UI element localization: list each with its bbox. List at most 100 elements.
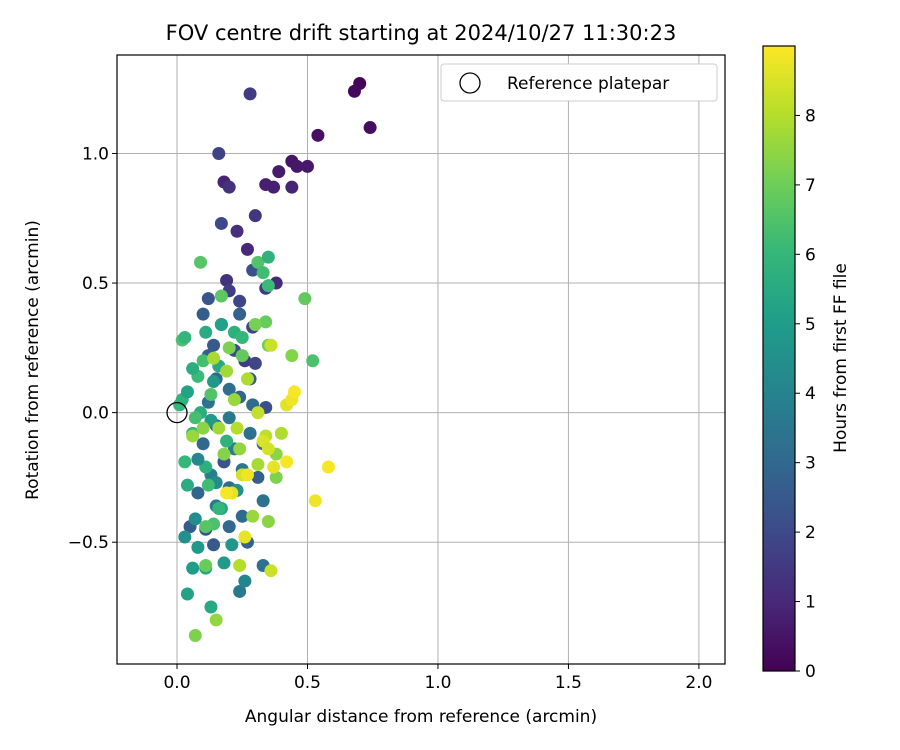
data-point (186, 429, 200, 443)
data-point (248, 209, 262, 223)
colorbar-tick-label: 5 (805, 315, 816, 335)
data-point (240, 372, 254, 386)
data-point (285, 349, 299, 363)
colorbar-tick-label: 7 (805, 176, 816, 196)
data-point (217, 447, 231, 461)
data-point (274, 426, 288, 440)
data-point (264, 338, 278, 352)
data-point (186, 362, 200, 376)
data-point (204, 600, 218, 614)
data-point (240, 468, 254, 482)
data-point (178, 330, 192, 344)
data-point (222, 341, 236, 355)
data-point (248, 356, 262, 370)
data-point (220, 364, 234, 378)
data-point (235, 349, 249, 363)
data-point (209, 613, 223, 627)
data-points (173, 77, 377, 642)
data-point (251, 470, 265, 484)
data-point (196, 354, 210, 368)
data-point (204, 387, 218, 401)
data-point (233, 442, 247, 456)
data-point (222, 180, 236, 194)
data-point (267, 180, 281, 194)
colorbar-tick-label: 3 (805, 454, 816, 474)
data-point (259, 315, 273, 329)
data-point (207, 338, 221, 352)
data-point (269, 470, 283, 484)
data-point (207, 375, 221, 389)
data-point (220, 486, 234, 500)
data-point (251, 255, 265, 269)
data-point (248, 318, 262, 332)
data-point (178, 530, 192, 544)
data-point (235, 509, 249, 523)
colorbar: 0 1 2 3 4 5 6 7 8 Hours from first FF file (762, 45, 851, 682)
data-point (321, 460, 335, 474)
colorbar-tick-label: 8 (805, 106, 816, 126)
data-point (264, 564, 278, 578)
data-point (267, 460, 281, 474)
data-point (196, 437, 210, 451)
data-point (186, 561, 200, 575)
data-point (214, 318, 228, 332)
data-point (191, 486, 205, 500)
data-point (222, 382, 236, 396)
data-point (238, 530, 252, 544)
data-point (225, 538, 239, 552)
y-axis-ticks: −0.5 0.0 0.5 1.0 (68, 144, 117, 553)
data-point (230, 421, 244, 435)
data-point (272, 165, 286, 179)
data-point (287, 385, 301, 399)
y-tick-label: −0.5 (68, 533, 109, 553)
plot-frame (116, 54, 726, 665)
data-point (201, 478, 215, 492)
colorbar-label: Hours from first FF file (831, 263, 851, 453)
data-point (290, 159, 304, 173)
data-point (256, 494, 270, 508)
data-point (238, 574, 252, 588)
data-point (243, 87, 257, 101)
data-point (261, 442, 275, 456)
colorbar-gradient (762, 45, 796, 672)
x-tick-label: 0.0 (163, 673, 190, 693)
y-tick-label: 0.0 (82, 404, 109, 424)
data-point (188, 512, 202, 526)
data-point (180, 385, 194, 399)
data-point (199, 520, 213, 534)
data-point (178, 455, 192, 469)
x-axis-label: Angular distance from reference (arcmin) (245, 707, 597, 727)
data-point (261, 250, 275, 264)
data-point (300, 159, 314, 173)
data-point (285, 180, 299, 194)
data-point (311, 128, 325, 142)
data-point (191, 540, 205, 554)
data-point (240, 242, 254, 256)
colorbar-ticks: 0 1 2 3 4 5 6 7 8 (795, 106, 816, 682)
data-point (199, 325, 213, 339)
colorbar-tick-label: 6 (805, 245, 816, 265)
data-point (222, 411, 236, 425)
x-tick-label: 2.0 (685, 673, 712, 693)
data-point (180, 478, 194, 492)
data-point (180, 587, 194, 601)
x-axis-ticks: 0.0 0.5 1.0 1.5 2.0 (163, 664, 712, 693)
data-point (188, 411, 202, 425)
data-point (233, 559, 247, 573)
data-point (261, 279, 275, 293)
data-point (212, 421, 226, 435)
data-point (246, 509, 260, 523)
reference-platepar-marker (166, 401, 188, 424)
data-point (207, 351, 221, 365)
data-point (191, 452, 205, 466)
data-point (212, 146, 226, 160)
data-point (261, 514, 275, 528)
data-point (306, 354, 320, 368)
data-point (347, 84, 361, 98)
x-tick-label: 0.5 (294, 673, 321, 693)
data-point (363, 121, 377, 135)
data-point (188, 628, 202, 642)
data-point (214, 289, 228, 303)
y-tick-label: 0.5 (82, 274, 109, 294)
